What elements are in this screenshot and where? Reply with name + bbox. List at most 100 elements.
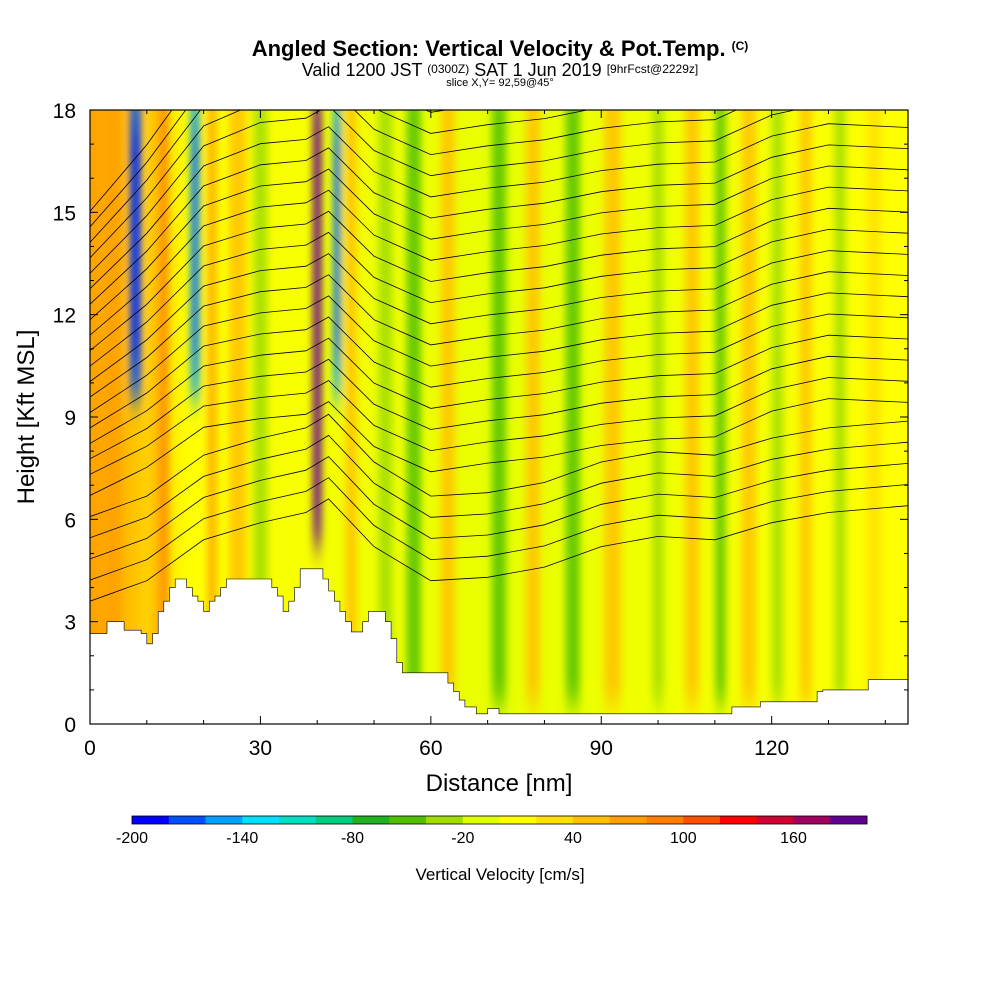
isentrope-11 <box>90 271 908 398</box>
x-tick-label-2: 60 <box>419 737 442 760</box>
isentrope-8 <box>90 334 908 444</box>
isentrope-6 <box>90 377 908 475</box>
y-tick-label-1: 3 <box>64 612 76 635</box>
slice-info: slice X,Y= 92,59@45° <box>446 77 554 89</box>
velocity-band-25 <box>866 110 881 704</box>
velocity-band-10 <box>345 110 357 704</box>
colorbar-swatch-1 <box>168 816 206 824</box>
colorbar-swatch-11 <box>536 816 574 824</box>
isentrope-12 <box>90 250 908 382</box>
colorbar-label: Vertical Velocity [cm/s] <box>415 865 584 884</box>
isentrope-10 <box>90 292 908 413</box>
x-tick-label-3: 90 <box>590 737 613 760</box>
isentrope-21 <box>90 110 589 243</box>
y-tick-label-2: 6 <box>64 509 76 532</box>
colorbar-tick-0: -200 <box>116 830 148 847</box>
colorbar-swatch-18 <box>793 816 831 824</box>
colorbar-frame <box>131 815 868 825</box>
isentrope-19 <box>90 110 797 274</box>
valid-date: SAT 1 Jun 2019 <box>474 60 602 80</box>
isentrope-4 <box>90 413 908 517</box>
colorbar-swatch-6 <box>352 816 390 824</box>
velocity-core-8 <box>315 130 320 507</box>
terrain-mask <box>90 568 908 724</box>
potential-temperature-contours <box>90 110 908 602</box>
colorbar-swatch-12 <box>573 816 611 824</box>
colorbar-swatch-8 <box>426 816 464 824</box>
colorbar-tick-1: -140 <box>226 830 258 847</box>
colorbar-swatch-19 <box>830 816 868 824</box>
colorbar-tick-5: 100 <box>670 830 697 847</box>
velocity-band-20 <box>715 110 726 704</box>
valid-time-line: Valid 1200 JST (0300Z) SAT 1 Jun 2019 [9… <box>0 60 1000 79</box>
colorbar-swatch-10 <box>499 816 537 824</box>
velocity-core-9 <box>335 130 339 360</box>
colorbar-swatch-0 <box>132 816 170 824</box>
plot-area <box>90 110 908 724</box>
x-axis: 0 30 60 90 120 <box>84 110 886 760</box>
isentrope-0 <box>90 498 908 602</box>
colorbar-swatch-7 <box>389 816 427 824</box>
colorbar-swatch-15 <box>683 816 721 824</box>
colorbar-tick-3: -20 <box>451 830 474 847</box>
isentrope-5 <box>90 398 908 496</box>
isentrope-3 <box>90 434 908 539</box>
velocity-band-5 <box>207 110 217 704</box>
isentrope-13 <box>90 228 908 367</box>
isentrope-2 <box>90 456 908 560</box>
isentrope-16 <box>90 165 908 320</box>
y-tick-label-3: 9 <box>64 407 76 430</box>
valid-prefix: Valid 1200 JST <box>301 60 423 80</box>
velocity-band-16 <box>565 110 580 704</box>
colorbar-swatch-3 <box>242 816 280 824</box>
velocity-band-12 <box>406 110 421 704</box>
y-axis-label: Height [Kft MSL] <box>13 330 40 505</box>
isentrope-1 <box>90 477 908 581</box>
colorbar-swatch-16 <box>720 816 758 824</box>
velocity-band-6 <box>229 110 247 704</box>
forecast-info: [9hrFcst@2229z] <box>606 62 699 76</box>
colorbar-tick-4: 40 <box>564 830 582 847</box>
velocity-band-22 <box>771 110 784 704</box>
velocity-band-17 <box>604 110 622 704</box>
velocity-band-24 <box>834 110 846 704</box>
velocity-band-14 <box>491 110 507 704</box>
x-tick-label-0: 0 <box>84 737 96 760</box>
colorbar-swatch-2 <box>205 816 243 824</box>
velocity-band-0 <box>104 110 122 704</box>
isentrope-15 <box>90 186 908 336</box>
x-tick-label-1: 30 <box>249 737 272 760</box>
colorbar-swatch-5 <box>315 816 353 824</box>
velocity-band-15 <box>526 110 541 704</box>
velocity-band-23 <box>800 110 812 704</box>
velocity-band-2 <box>149 110 161 704</box>
velocity-band-3 <box>159 110 169 704</box>
colorbar-tick-2: -80 <box>341 830 364 847</box>
isentrope-20 <box>90 110 738 259</box>
y-tick-label-4: 12 <box>53 305 76 328</box>
velocity-core-1 <box>132 130 139 360</box>
x-axis-label: Distance [nm] <box>426 770 573 797</box>
isentrope-18 <box>90 123 908 289</box>
isentrope-7 <box>90 355 908 460</box>
colorbar-swatch-14 <box>646 816 684 824</box>
valid-zulu: (0300Z) <box>427 62 470 76</box>
velocity-band-19 <box>685 110 700 704</box>
chart-title: Angled Section: Vertical Velocity & Pot.… <box>0 36 1000 62</box>
colorbar-swatch-13 <box>609 816 647 824</box>
y-tick-label-0: 0 <box>64 714 76 737</box>
y-tick-label-6: 18 <box>53 100 76 123</box>
colorbar-tick-6: 160 <box>780 830 807 847</box>
isentrope-9 <box>90 313 908 429</box>
x-tick-label-4: 120 <box>754 737 789 760</box>
velocity-band-13 <box>440 110 455 704</box>
colorbar-swatch-9 <box>462 816 500 824</box>
velocity-core-4 <box>192 130 198 360</box>
isentrope-17 <box>90 144 908 305</box>
velocity-band-18 <box>652 110 664 704</box>
title-text: Angled Section: Vertical Velocity & Pot.… <box>251 36 726 61</box>
title-unit: (C) <box>731 39 749 53</box>
y-tick-label-5: 15 <box>53 202 76 225</box>
velocity-band-7 <box>253 110 268 704</box>
